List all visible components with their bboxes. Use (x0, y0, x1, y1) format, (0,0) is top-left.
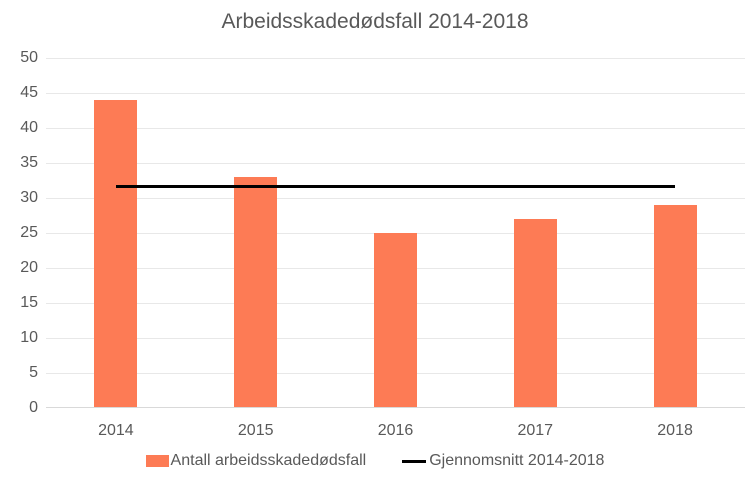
x-tick-label-2018: 2018 (657, 422, 693, 439)
y-tick-label-0: 0 (29, 399, 38, 416)
gridline-30 (46, 198, 745, 199)
x-tick-label-2016: 2016 (377, 422, 414, 439)
plot-area (46, 58, 745, 408)
x-tick-label-2014: 2014 (98, 422, 134, 439)
bar-2016 (374, 233, 417, 407)
gridline-45 (46, 93, 745, 94)
gridline-50 (46, 58, 745, 59)
legend-line-label: Gjennomsnitt 2014-2018 (429, 452, 605, 469)
bar-2015 (234, 177, 278, 407)
bar-2014 (94, 100, 138, 407)
x-tick-label-2015: 2015 (237, 422, 274, 439)
average-line (115, 185, 676, 189)
y-tick-label-35: 35 (20, 154, 38, 171)
y-tick-label-15: 15 (20, 294, 38, 311)
x-axis-line (46, 407, 745, 408)
legend-bar-label: Antall arbeidsskadedødsfall (170, 452, 367, 469)
y-tick-label-10: 10 (20, 329, 38, 346)
x-tick-label-2017: 2017 (517, 422, 554, 439)
legend-item-line: Gjennomsnitt 2014-2018 (402, 452, 604, 470)
chart-title: Arbeidsskadedødsfall 2014-2018 (221, 10, 529, 33)
y-tick-label-25: 25 (20, 224, 38, 241)
y-tick-label-45: 45 (20, 84, 38, 101)
y-tick-label-30: 30 (20, 189, 38, 206)
y-tick-label-40: 40 (20, 119, 38, 136)
gridline-35 (46, 163, 745, 164)
y-tick-label-20: 20 (20, 259, 38, 276)
gridline-40 (46, 128, 745, 129)
y-tick-label-50: 50 (20, 49, 38, 66)
legend-bar-swatch-icon (145, 455, 169, 467)
legend-item-bars: Antall arbeidsskadedødsfall (145, 452, 367, 470)
legend: Antall arbeidsskadedødsfall Gjennomsnitt… (0, 452, 750, 470)
bar-2017 (513, 219, 557, 407)
legend-line-swatch-icon (402, 459, 427, 463)
y-tick-label-5: 5 (29, 364, 38, 381)
bar-2018 (653, 205, 697, 407)
